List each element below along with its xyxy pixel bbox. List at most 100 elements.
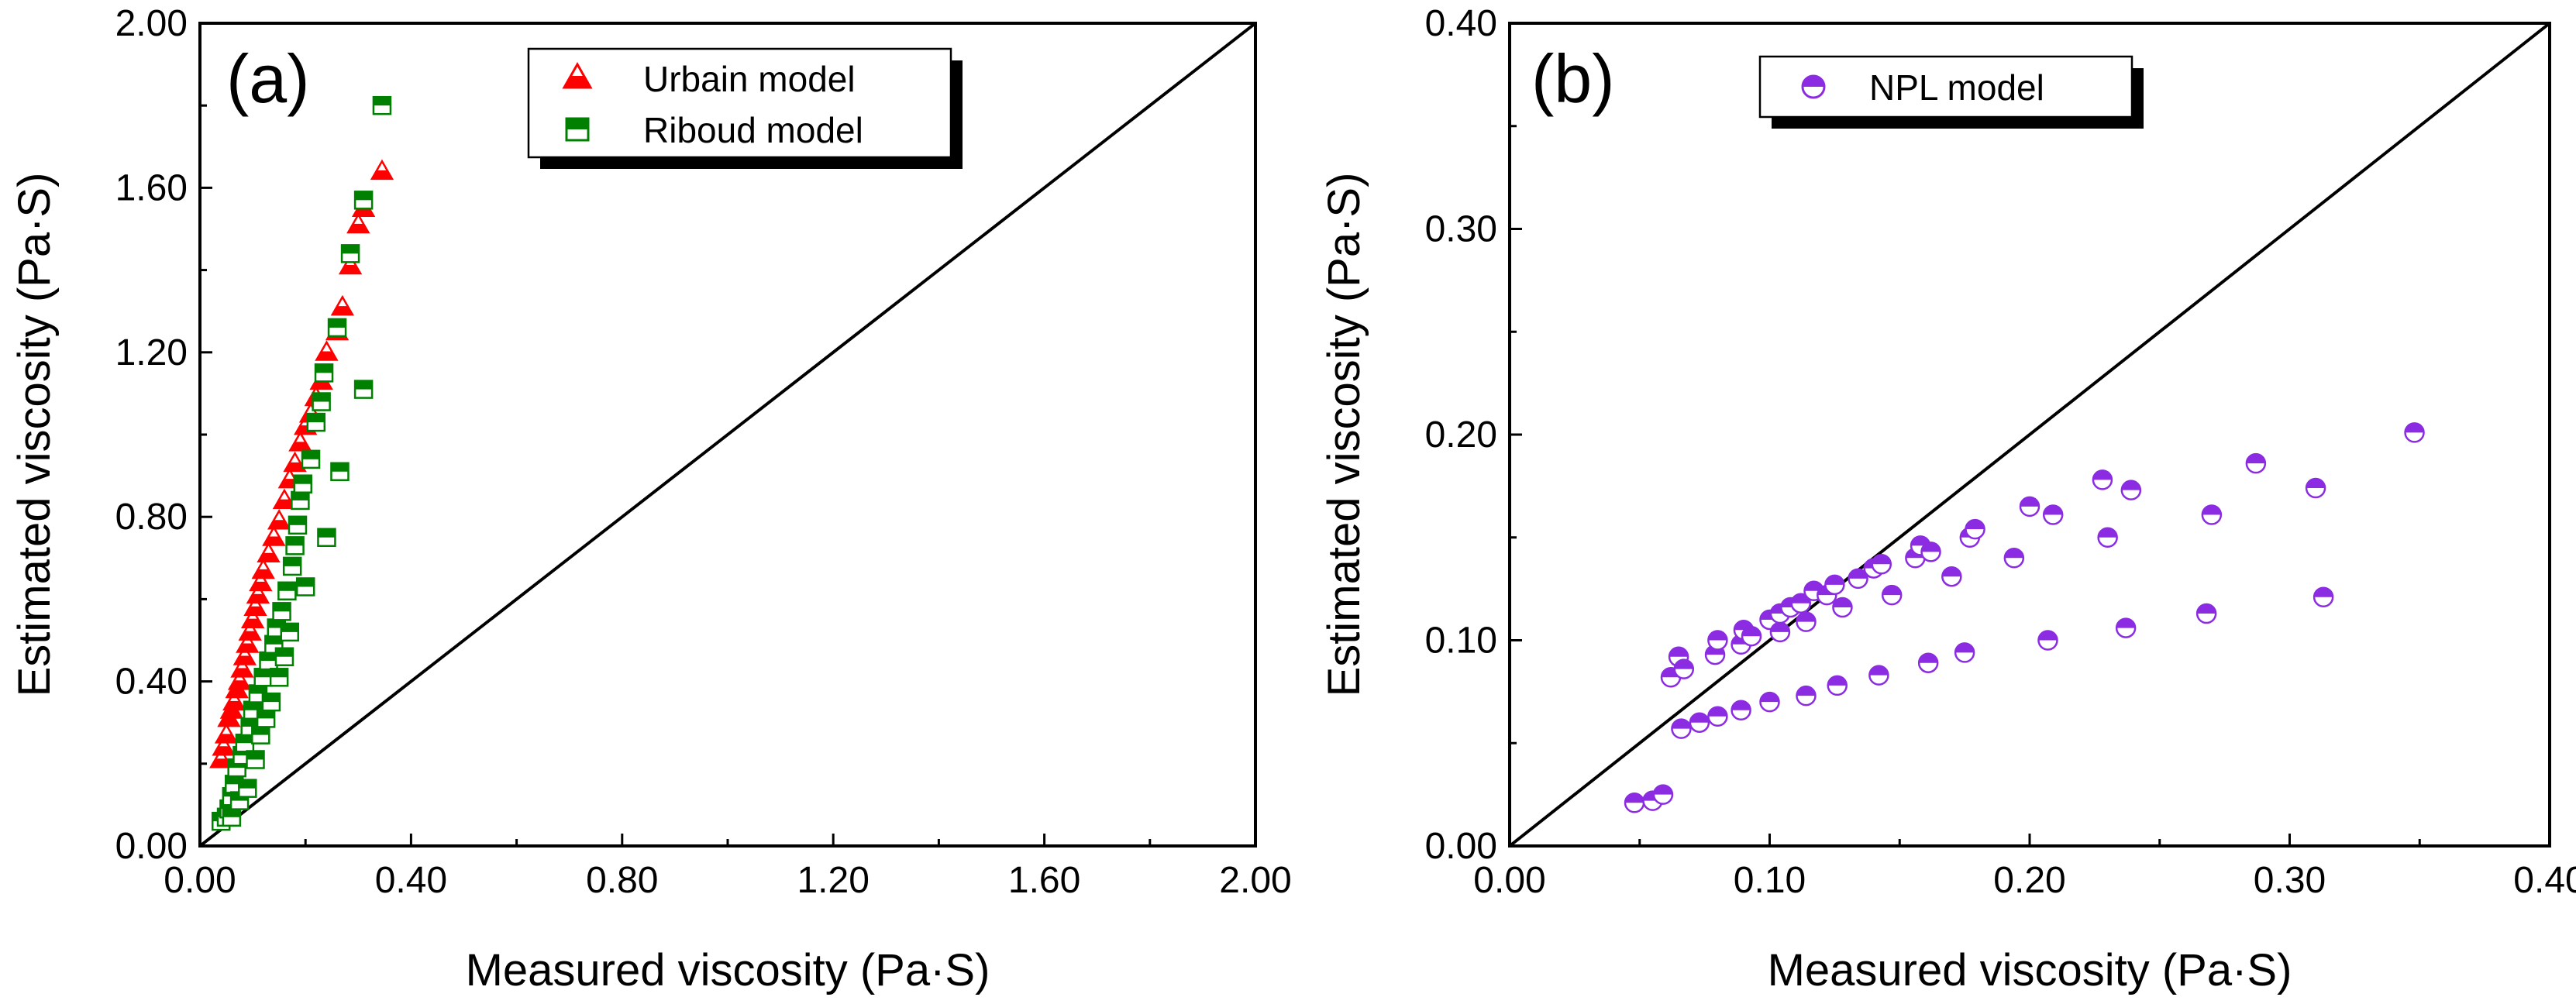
legend-label-riboud: Riboud model [643,110,863,150]
legend-label-npl: NPL model [1869,67,2044,108]
data-point-square-a-s1 [277,581,297,601]
data-point-circle-b-s0 [1689,712,1710,733]
y-tick-label-b: 0.20 [1425,414,1497,456]
data-point-triangle-a-s0 [212,735,236,756]
data-point-triangle-a-s0 [288,431,312,452]
points-a [209,95,394,831]
data-point-square-a-s1 [372,95,392,115]
data-point-circle-b-s0 [1954,642,1975,663]
data-point-triangle-a-s0 [236,632,260,653]
x-tick-label-b: 0.30 [2254,860,2326,901]
panel-b: 0.00 0.10 0.20 0.30 0.40 0.00 0.10 0.20 0.30 0.40… [1319,3,2576,995]
data-point-triangle-a-s0 [240,607,265,628]
ticks-a: 0.00 0.40 0.80 1.20 1.60 2.00 0.00 0.40 0.80 1.20… [115,3,1292,901]
data-point-square-a-s1 [246,750,265,769]
data-point-triangle-a-s0 [283,451,307,473]
data-point-circle-b-s0 [1707,706,1728,727]
legend-label-urbain: Urbain model [643,59,856,99]
data-point-circle-b-s0 [2115,617,2137,638]
data-point-triangle-a-s0 [251,558,275,579]
data-point-square-a-s1 [253,668,273,687]
y-tick-label-a: 2.00 [115,3,188,44]
data-point-circle-b-s0 [2042,504,2064,525]
data-point-square-a-s1 [256,709,276,728]
data-point-circle-b-s0 [1731,700,1751,721]
data-point-square-a-s1 [285,536,305,555]
data-point-circle-b-s0 [2092,469,2113,490]
y-axis-label-a: Estimated viscosity (Pa·S) [9,173,60,697]
data-point-square-a-s1 [288,515,308,535]
data-point-square-a-s1 [261,692,281,712]
data-point-circle-b-s0 [1796,685,1817,707]
data-point-square-a-s1 [353,380,374,399]
data-point-circle-b-s0 [2120,480,2142,500]
data-point-circle-b-s0 [1824,574,1845,596]
data-point-triangle-a-s0 [370,159,394,181]
data-point-triangle-a-s0 [257,542,281,562]
ticks-b: 0.00 0.10 0.20 0.30 0.40 0.00 0.10 0.20 0.30 0.40 [1425,3,2576,901]
y-tick-label-b: 0.10 [1425,621,1497,662]
data-point-circle-b-s0 [1624,792,1645,813]
data-point-square-a-s1 [314,363,334,383]
data-point-circle-b-s0 [1707,630,1728,651]
data-point-circle-b-s0 [1652,784,1674,805]
data-point-circle-b-s0 [1832,597,1853,618]
data-point-triangle-a-s0 [272,488,297,509]
reference-line-b [1510,23,2550,846]
data-point-circle-b-s0 [2404,422,2425,443]
data-point-circle-b-s0 [1769,621,1791,643]
data-point-circle-b-s0 [2201,504,2223,525]
data-point-square-a-s1 [272,602,291,621]
data-point-circle-b-s0 [1671,718,1692,739]
data-point-triangle-a-s0 [209,747,233,768]
y-tick-label-b: 0.30 [1425,209,1497,250]
y-tick-label-a: 0.40 [115,662,188,703]
y-tick-label-a: 0.00 [115,826,188,867]
data-point-triangle-a-s0 [227,669,252,690]
data-point-triangle-a-s0 [222,689,246,711]
data-point-circle-b-s0 [1848,568,1868,590]
data-point-circle-b-s0 [2019,496,2040,517]
data-point-square-a-s1 [293,474,313,493]
data-point-circle-b-s0 [2097,527,2118,548]
x-tick-label-b: 0.10 [1734,860,1806,901]
data-point-circle-b-s0 [2037,630,2058,651]
y-tick-label-a: 1.20 [115,332,188,373]
data-point-square-a-s1 [222,807,242,827]
data-point-square-a-s1 [238,779,257,798]
data-point-square-a-s1 [330,462,350,482]
data-point-triangle-a-s0 [230,657,254,678]
data-point-square-a-s1 [269,668,289,687]
data-point-circle-b-s0 [1920,542,1941,562]
data-point-square-a-s1 [301,449,321,469]
data-point-circle-b-s0 [1871,554,1892,575]
y-tick-label-b: 0.00 [1425,826,1497,867]
data-point-square-a-s1 [312,392,331,411]
data-point-circle-b-s0 [1965,518,1985,540]
data-point-circle-b-s0 [1917,652,1939,673]
data-point-circle-b-s0 [2313,586,2334,607]
data-point-square-a-s1 [306,412,326,432]
x-tick-label-a: 0.80 [586,860,658,901]
x-tick-label-b: 0.00 [1473,860,1545,901]
x-axis-label-a: Measured viscosity (Pa·S) [466,945,990,995]
data-point-triangle-a-s0 [238,620,262,641]
data-point-triangle-a-s0 [346,212,370,234]
x-tick-label-a: 2.00 [1219,860,1291,901]
data-point-circle-b-s0 [1868,665,1889,686]
y-tick-label-a: 1.60 [115,167,188,208]
data-point-circle-b-s0 [1827,675,1848,696]
legend-b: NPL model [1758,55,2144,129]
data-point-square-a-s1 [291,490,310,511]
data-point-square-a-s1 [259,651,278,671]
data-point-triangle-a-s0 [267,508,291,530]
data-point-circle-b-s0 [2305,477,2326,499]
y-tick-label-b: 0.40 [1425,3,1497,44]
data-point-square-a-s1 [317,528,336,547]
x-tick-label-b: 0.20 [1993,860,2065,901]
data-point-circle-b-s0 [1673,658,1695,679]
data-point-circle-b-s0 [2245,452,2267,474]
data-point-circle-b-s0 [1941,566,1962,587]
x-axis-label-b: Measured viscosity (Pa·S) [1768,945,2292,995]
